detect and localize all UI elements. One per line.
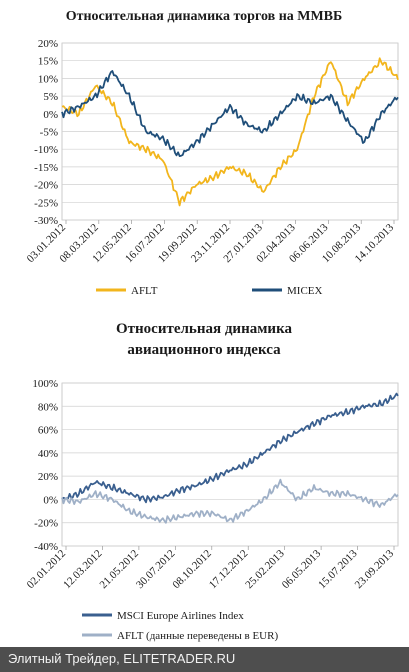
y-tick-label: -15%	[34, 162, 58, 174]
chart2-legend: MSCI Europe Airlines Index AFLT (данные …	[82, 610, 278, 642]
legend-aflt-label: AFLT	[131, 285, 158, 297]
chart1-y-axis: 20% 15% 10% 5% 0% -5% -10% -15% -20% -25% -30%	[34, 38, 58, 227]
legend-msci-label: MSCI Europe Airlines Index	[117, 610, 244, 622]
chart2-x-axis: 02.01.201212.03.201221.05.201230.07.2012…	[25, 547, 397, 591]
x-tick-label: 12.03.2012	[61, 548, 104, 591]
chart2-title-line2: авиационного индекса	[127, 342, 281, 358]
chart-micex-dynamics: Относительная динамика торгов на ММВБ 20…	[25, 9, 399, 297]
x-tick-label: 02.01.2012	[25, 548, 68, 591]
chart2-gridlines	[62, 382, 398, 550]
chart1-series	[61, 57, 399, 207]
footer-bar: Элитный Трейдер, ELITETRADER.RU	[0, 647, 409, 672]
series-line-0	[61, 57, 399, 207]
charts-canvas: Относительная динамика торгов на ММВБ 20…	[25, 9, 399, 642]
footer-text: Элитный Трейдер, ELITETRADER.RU	[8, 651, 236, 666]
series-line-1	[61, 70, 399, 158]
chart2-series	[61, 392, 399, 524]
y-tick-label: 60%	[38, 425, 58, 437]
y-tick-label: -30%	[34, 215, 58, 227]
chart2-plot-area	[61, 382, 399, 547]
x-tick-label: 30.07.2012	[134, 548, 177, 591]
y-tick-label: -20%	[34, 518, 58, 530]
y-tick-label: 20%	[38, 471, 58, 483]
y-tick-label: 20%	[38, 38, 58, 50]
chart2-title-line1: Относительная динамика	[116, 321, 293, 337]
x-tick-label: 08.10.2012	[170, 548, 213, 591]
y-tick-label: 0%	[43, 494, 58, 506]
legend-micex-label: MICEX	[287, 285, 323, 297]
series-line-0	[61, 392, 399, 504]
chart2-y-axis: 100% 80% 60% 40% 20% 0% -20% -40%	[32, 378, 58, 553]
legend-aflt-eur-label: AFLT (данные переведены в EUR)	[117, 630, 278, 642]
y-tick-label: -25%	[34, 197, 58, 209]
chart1-x-axis: 03.01.201208.03.201212.05.201216.07.2012…	[25, 221, 397, 265]
y-tick-label: -20%	[34, 180, 58, 192]
y-tick-label: 80%	[38, 401, 58, 413]
y-tick-label: -40%	[34, 541, 58, 553]
x-tick-label: 21.05.2012	[98, 548, 141, 591]
x-tick-label: 23.09.2013	[353, 547, 397, 591]
y-tick-label: 15%	[38, 56, 58, 68]
chart1-legend: AFLT MICEX	[96, 285, 323, 297]
x-tick-label: 17.12.2012	[207, 548, 250, 591]
chart1-title: Относительная динамика торгов на ММВБ	[66, 9, 343, 24]
y-tick-label: 100%	[32, 378, 58, 390]
chart-airline-index-dynamics: Относительная динамика авиационного инде…	[25, 321, 399, 642]
y-tick-label: -10%	[34, 144, 58, 156]
chart1-gridlines	[62, 42, 398, 224]
y-tick-label: -5%	[40, 127, 58, 139]
y-tick-label: 5%	[43, 91, 58, 103]
y-tick-label: 10%	[38, 73, 58, 85]
y-tick-label: 0%	[43, 109, 58, 121]
series-line-1	[61, 478, 399, 524]
y-tick-label: 40%	[38, 448, 58, 460]
